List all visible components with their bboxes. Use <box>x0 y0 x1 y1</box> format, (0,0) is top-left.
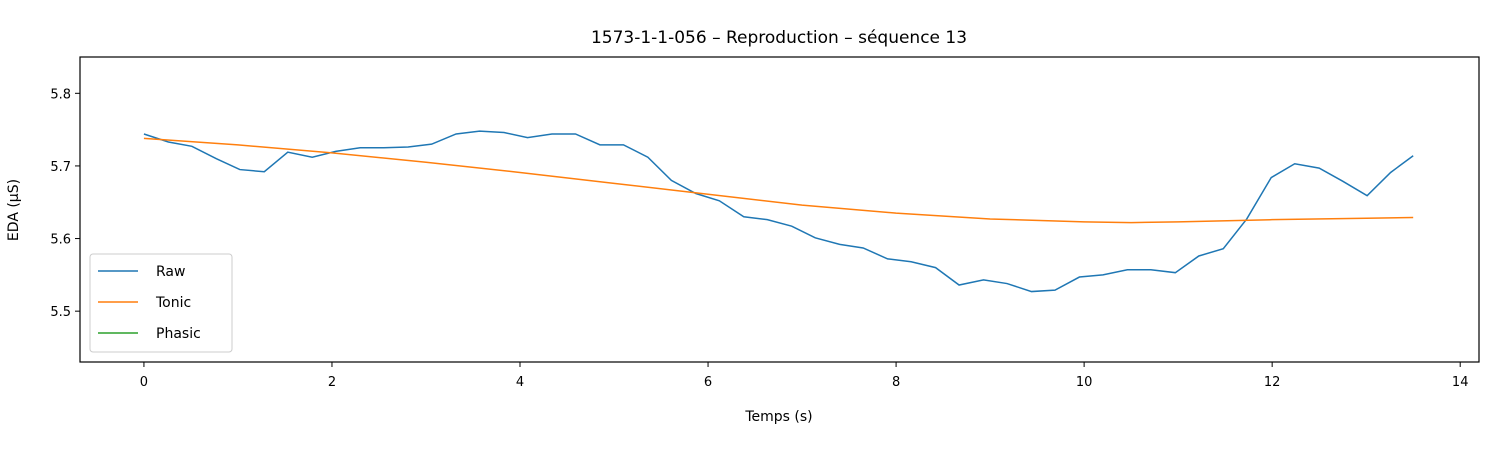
legend-label-tonic: Tonic <box>155 295 191 311</box>
x-tick-label: 6 <box>704 375 712 390</box>
legend-label-phasic: Phasic <box>156 326 201 342</box>
x-tick-label: 0 <box>140 375 148 390</box>
y-tick-label: 5.7 <box>50 160 71 175</box>
y-axis-label: EDA (µS) <box>6 179 22 241</box>
y-axis: 5.5 5.6 5.7 5.8 <box>50 87 80 320</box>
y-tick-label: 5.6 <box>50 233 71 248</box>
x-tick-label: 8 <box>892 375 900 390</box>
x-tick-label: 2 <box>328 375 336 390</box>
series-line-tonic <box>143 137 1414 224</box>
legend-box <box>89 253 233 353</box>
x-tick-label: 14 <box>1452 375 1469 390</box>
x-tick-label: 12 <box>1264 375 1281 390</box>
series-line-raw <box>143 130 1414 293</box>
y-tick-label: 5.5 <box>50 305 71 320</box>
x-tick-label: 4 <box>516 375 524 390</box>
x-tick-label: 10 <box>1076 375 1093 390</box>
chart-title: 1573-1-1-056 – Reproduction – séquence 1… <box>591 28 967 48</box>
x-axis: 0 2 4 6 8 10 12 14 <box>140 362 1469 390</box>
y-tick-label: 5.8 <box>50 87 71 102</box>
legend: Raw Tonic Phasic <box>89 253 233 353</box>
x-axis-label: Temps (s) <box>744 409 812 425</box>
plot-area <box>143 130 1414 293</box>
plot-frame <box>79 56 1480 363</box>
legend-label-raw: Raw <box>156 264 185 280</box>
